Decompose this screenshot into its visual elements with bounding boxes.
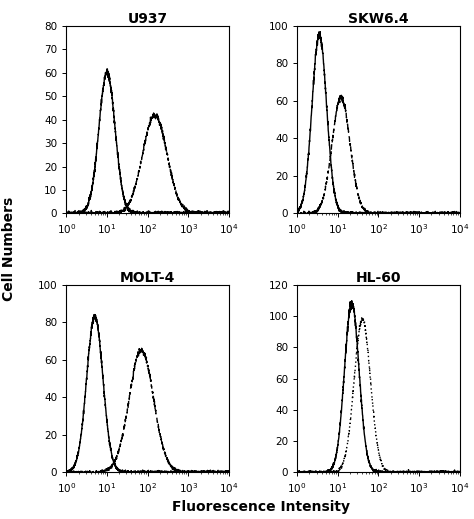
Title: U937: U937 (128, 12, 168, 26)
Title: MOLT-4: MOLT-4 (120, 271, 175, 285)
Text: Fluorescence Intensity: Fluorescence Intensity (172, 500, 350, 514)
Text: Cell Numbers: Cell Numbers (2, 197, 17, 301)
Title: HL-60: HL-60 (356, 271, 401, 285)
Title: SKW6.4: SKW6.4 (348, 12, 409, 26)
